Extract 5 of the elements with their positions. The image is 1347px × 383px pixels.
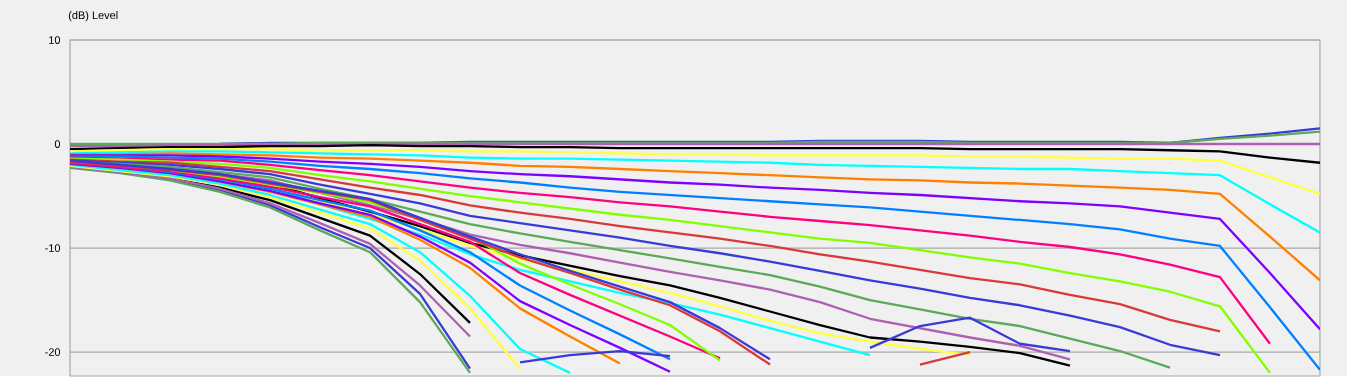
y-tick-label: -20 bbox=[45, 348, 61, 357]
y-axis-title: (dB) Level bbox=[68, 11, 118, 22]
y-tick-label: 10 bbox=[49, 36, 61, 44]
y-tick-label: 0 bbox=[54, 140, 61, 148]
y-tick-label: -10 bbox=[45, 244, 61, 252]
